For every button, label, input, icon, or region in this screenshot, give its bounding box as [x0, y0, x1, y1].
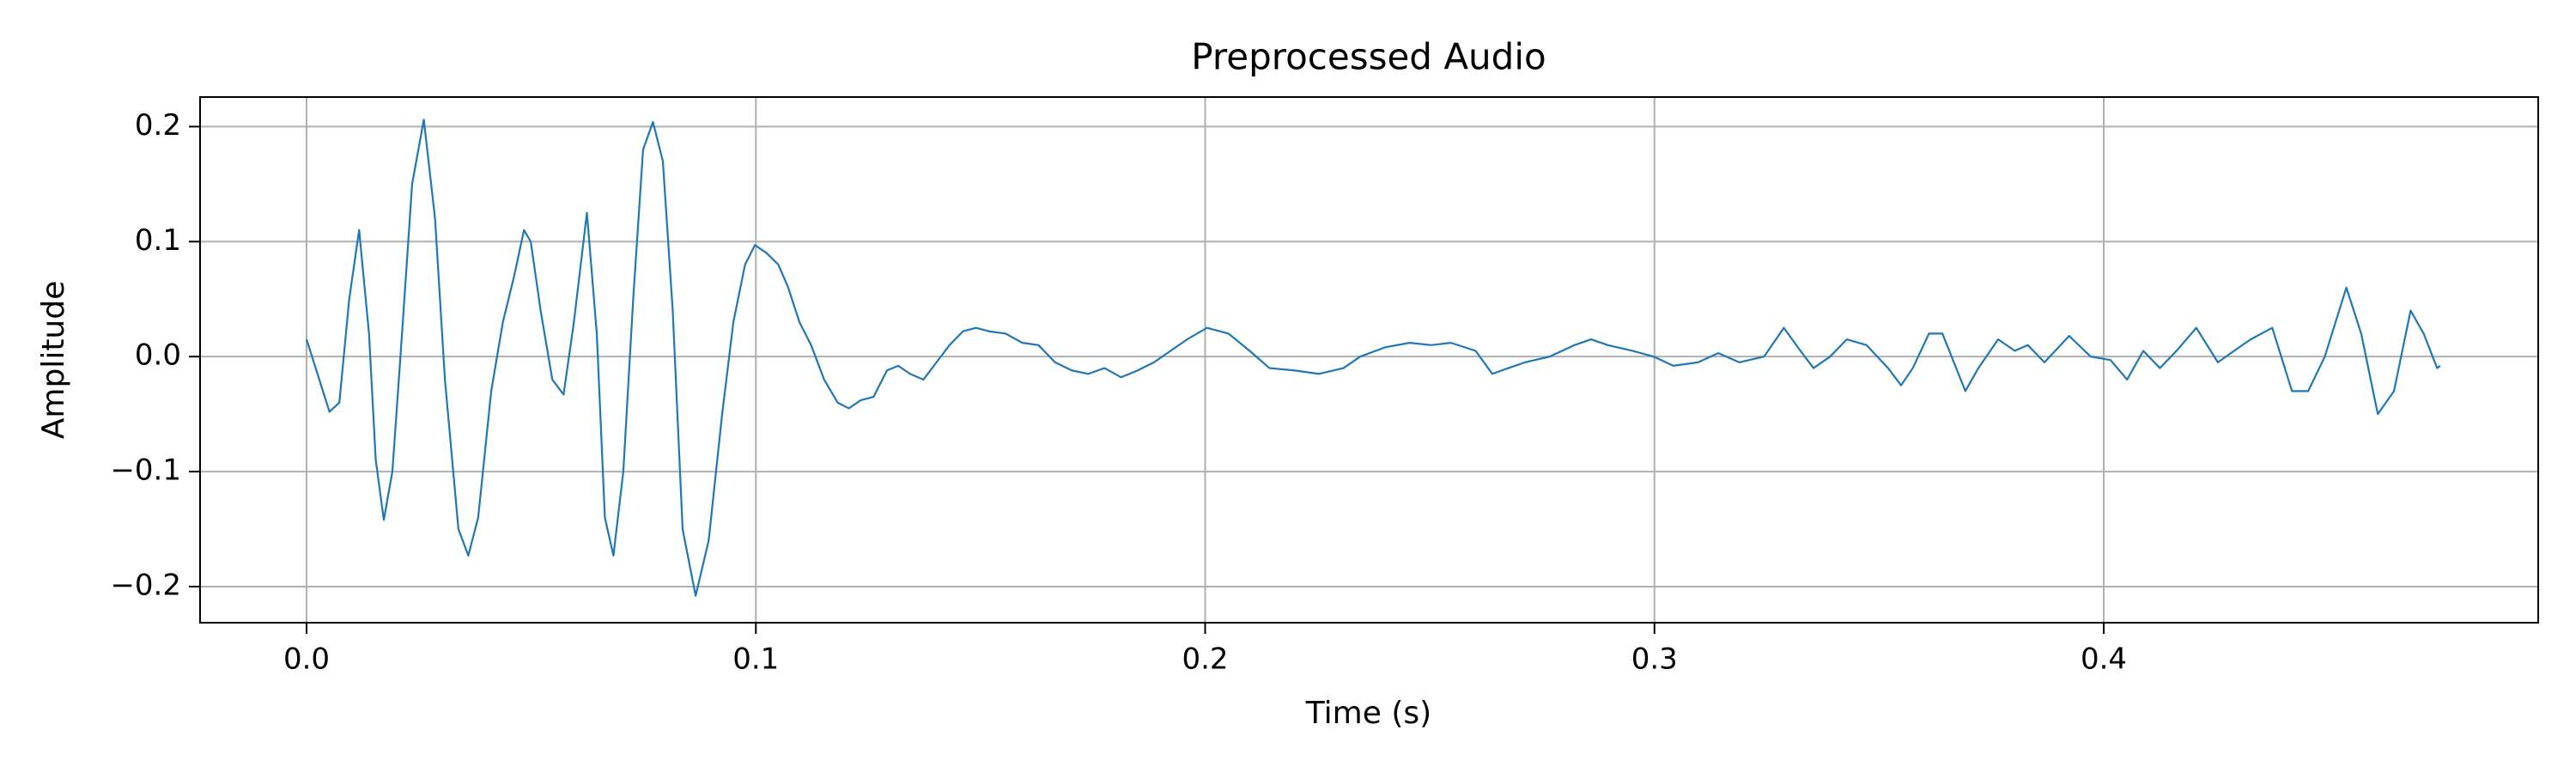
x-tick-label: 0.0 — [283, 642, 330, 677]
y-tick-label: 0.2 — [135, 108, 181, 143]
x-tick-label: 0.2 — [1182, 642, 1228, 677]
y-tick-label: −0.1 — [110, 453, 181, 488]
waveform-line — [305, 119, 2441, 597]
y-tick-label: 0.0 — [135, 338, 181, 373]
y-tick-label: 0.1 — [135, 223, 181, 258]
y-axis-label: Amplitude — [36, 281, 71, 439]
x-tick-label: 0.1 — [732, 642, 779, 677]
plot-frame — [199, 96, 2539, 624]
x-tick-label: 0.3 — [1631, 642, 1678, 677]
chart-title: Preprocessed Audio — [1191, 36, 1546, 78]
x-tick-label: 0.4 — [2081, 642, 2127, 677]
x-axis-label: Time (s) — [1305, 696, 1431, 731]
y-tick-label: −0.2 — [110, 568, 181, 602]
